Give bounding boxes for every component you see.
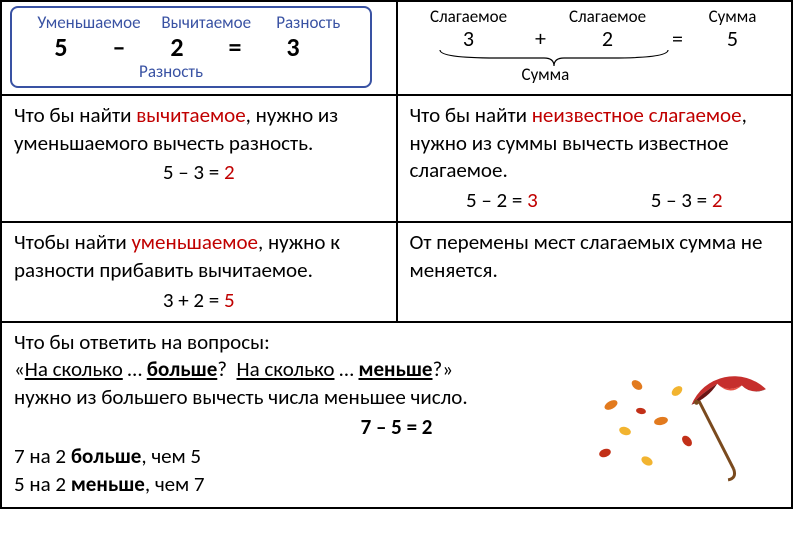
label-difference: Разность [266,12,350,33]
equals-op: = [206,31,264,63]
label-addend2: Слагаемое [556,6,660,27]
equation-2: 5 – 3 = 2 [651,187,723,213]
label-difference-bottom: Разность [0,61,350,82]
label-sum: Сумма [696,6,770,27]
label-subtrahend: Вычитаемое [154,12,258,33]
rules-table: Уменьшаемое Вычитаемое Разность 5 – 2 = … [0,0,793,509]
text: Что бы найти [14,102,136,128]
minus-op: – [90,31,148,63]
equation: 3 + 2 = [163,287,224,313]
question-intro: Что бы ответить на вопросы: [14,329,779,357]
highlight-unknown: неизвестное [532,102,644,128]
sum-value: 5 [696,25,770,52]
text: Что бы найти [410,102,532,128]
brace-icon [444,52,664,66]
rule-unknown-addend: Что бы найти неизвестное слагаемое, нужн… [397,95,793,222]
addition-header: Слагаемое Слагаемое Сумма 3 + 2 = 5 Сумм… [397,1,793,95]
subtraction-header: Уменьшаемое Вычитаемое Разность 5 – 2 = … [1,1,397,95]
equation-result: 2 [224,159,235,185]
example-less: 5 на 2 меньше, чем 7 [14,471,779,499]
rule-minuend: Чтобы найти уменьшаемое, нужно к разност… [1,222,397,321]
highlight-subtrahend: вычитаемое [136,102,245,128]
equation: 5 – 3 = [163,159,224,185]
comparison-method: нужно из большего вычесть числа меньшее … [14,384,779,412]
text: Чтобы найти [14,229,131,255]
label-minuend: Уменьшаемое [32,12,146,33]
difference-value: 3 [264,31,322,63]
highlight-addend: слагаемое [649,102,742,128]
minuend-value: 5 [32,31,90,63]
comparison-equation: 7 – 5 = 2 [14,414,779,442]
rule-commutative: От перемены мест слагаемых сумма не меня… [397,222,793,321]
highlight-minuend: уменьшаемое [131,229,258,255]
text: От перемены мест слагаемых сумма не меня… [410,229,780,284]
label-addend1: Слагаемое [412,6,526,27]
comparison-rule: Что бы ответить на вопросы: «На сколько … [1,322,792,508]
equation-result: 5 [224,287,235,313]
subtrahend-value: 2 [148,31,206,63]
equation-1: 5 – 2 = 3 [466,187,538,213]
rule-subtrahend: Что бы найти вычитаемое, нужно из уменьш… [1,95,397,222]
question-line: «На сколько … больше? На сколько … меньш… [14,356,779,384]
subtraction-box: Уменьшаемое Вычитаемое Разность 5 – 2 = … [10,6,372,88]
example-more: 7 на 2 больше, чем 5 [14,443,779,471]
